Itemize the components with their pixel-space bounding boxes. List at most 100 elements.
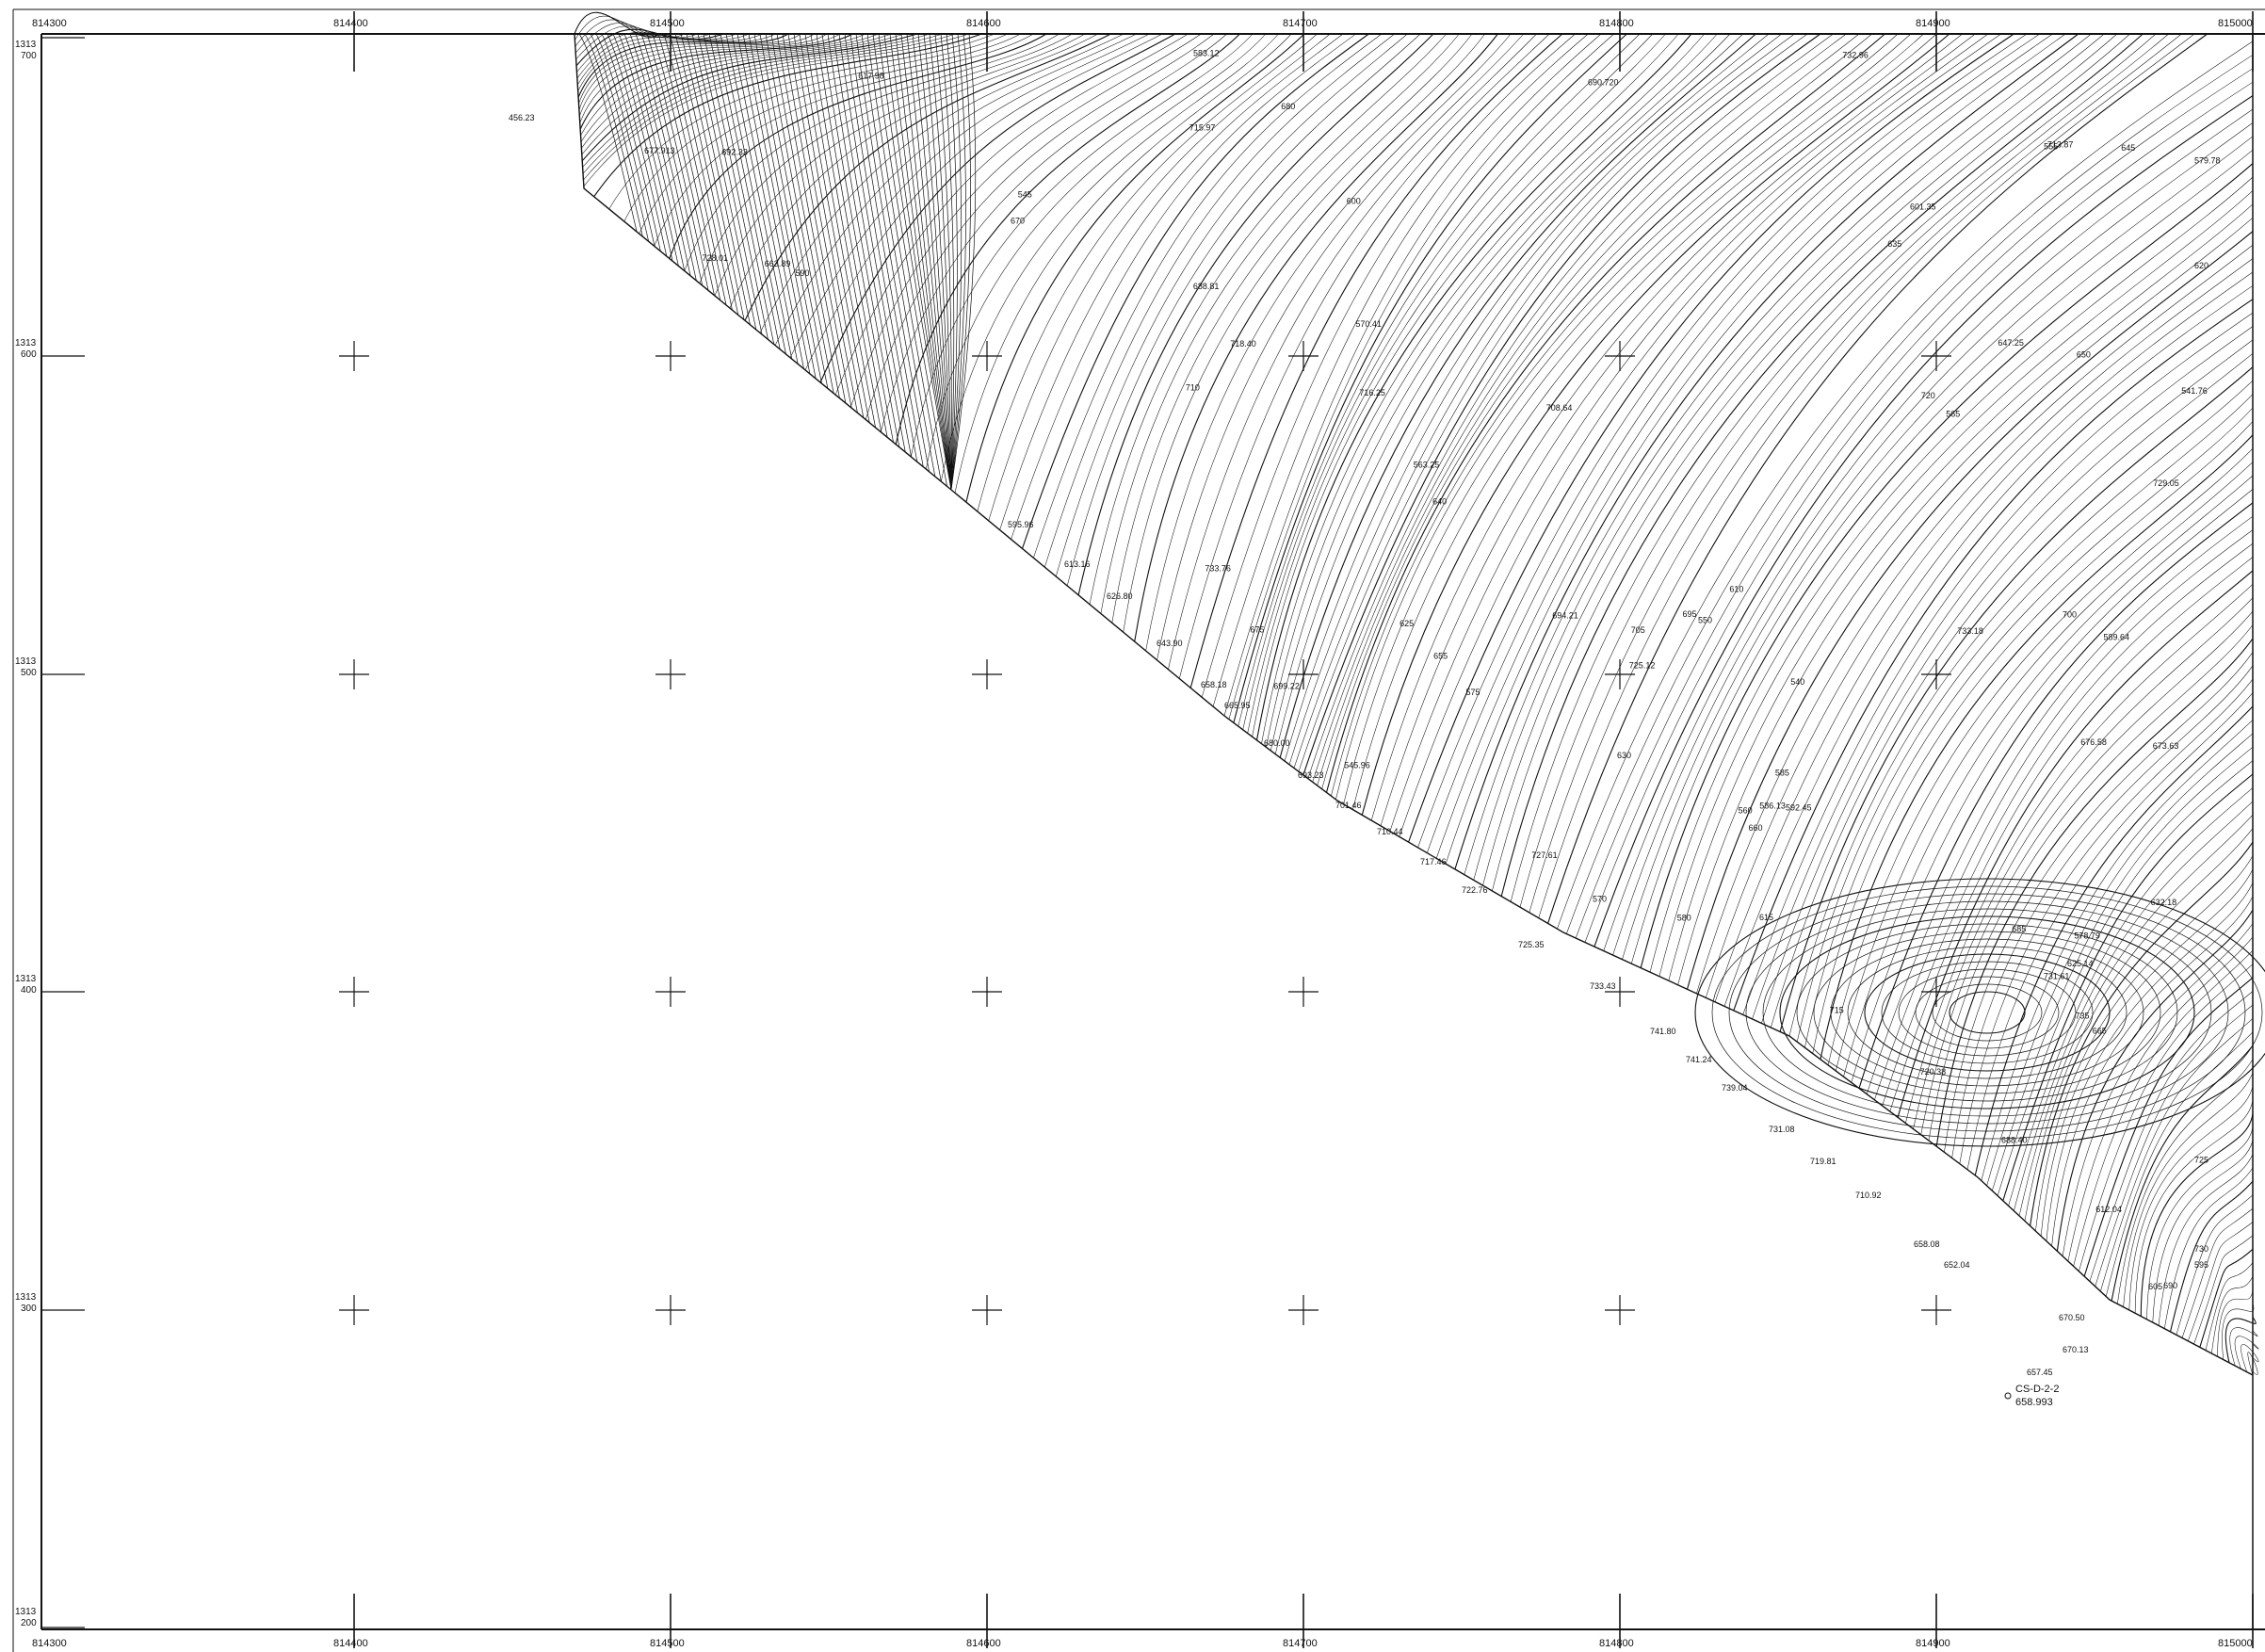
contour-line <box>1935 638 2254 1147</box>
northing-label-bottom: 200 <box>21 1618 37 1628</box>
spot-height-label: 658.18 <box>1201 680 1227 689</box>
contour-line <box>954 33 1292 494</box>
knoll-contour <box>1745 900 2229 1125</box>
contour-line <box>1473 33 2105 881</box>
contour-line <box>725 33 793 360</box>
contour-line <box>583 33 969 186</box>
contour-line <box>2205 1262 2254 1351</box>
contour-line <box>2225 1317 2257 1363</box>
top-easting-label: 814600 <box>966 18 1001 29</box>
contour-line <box>663 33 727 306</box>
station-id: CS-D-2-2 <box>2015 1384 2059 1395</box>
contour-line <box>669 33 733 311</box>
contour-line <box>1981 720 2254 1181</box>
contour-line <box>865 33 1215 420</box>
knoll-contour <box>1949 991 2026 1034</box>
spot-height-label: 580 <box>1677 913 1691 922</box>
contour-line <box>2111 1045 2254 1302</box>
northing-label-top: 1313 <box>15 1292 37 1303</box>
contour-line <box>804 33 876 429</box>
contour-line <box>736 33 804 369</box>
contour-line <box>748 33 817 380</box>
contour-line <box>1668 203 2254 981</box>
contour-line <box>774 33 1137 346</box>
contour-line <box>1179 33 1550 679</box>
contour-line <box>1343 33 1924 804</box>
northing-label-top: 1313 <box>15 40 37 50</box>
contour-line <box>1905 584 2254 1124</box>
contour-line <box>1858 502 2254 1089</box>
spot-height-label: 694.21 <box>1552 611 1578 621</box>
spot-height-label: 715.97 <box>1189 123 1216 133</box>
contour-line <box>731 33 799 364</box>
contour-line <box>789 33 1150 358</box>
contour-lines <box>574 11 2259 1376</box>
contour-line <box>608 33 995 210</box>
contour-line <box>753 33 822 384</box>
contour-line <box>1557 40 2254 930</box>
contour-line <box>816 33 888 438</box>
knoll-contour <box>1932 983 2043 1042</box>
spot-height-label: 617.98 <box>858 72 884 81</box>
contour-line <box>1974 705 2254 1176</box>
spot-height-label: 545 <box>1018 189 1032 199</box>
contour-line <box>580 33 866 136</box>
spot-height-label: 592.45 <box>1786 803 1812 813</box>
contour-line <box>917 33 952 491</box>
contour-line <box>1312 33 1847 783</box>
northing-label-bottom: 300 <box>21 1304 37 1314</box>
contour-line <box>2002 773 2254 1202</box>
top-easting-label: 814800 <box>1599 18 1634 29</box>
spot-height-label: 699.22 <box>1273 682 1300 691</box>
contour-line <box>950 33 966 491</box>
contour-line <box>799 33 870 423</box>
top-easting-labels: 814300 814400 814500 814600 814700 81480… <box>32 18 2253 29</box>
map-frame <box>12 8 2265 1652</box>
contour-line <box>895 33 1240 445</box>
spot-height-label: 585 <box>1775 768 1789 777</box>
contour-line <box>2067 936 2254 1262</box>
bottom-easting-label: 814700 <box>1283 1638 1318 1649</box>
spot-height-label: 658.08 <box>1914 1239 1940 1249</box>
contour-line <box>2014 801 2254 1211</box>
spot-height-label: 733.76 <box>1205 564 1231 574</box>
contour-line <box>669 33 1047 259</box>
contour-line <box>590 33 650 242</box>
spot-height-label: 731.08 <box>1769 1125 1795 1134</box>
knoll-contour <box>1847 946 2127 1079</box>
spot-height-label: 729.05 <box>2153 478 2179 488</box>
contour-line <box>629 33 691 276</box>
contour-line <box>2117 1059 2254 1304</box>
bottom-easting-label: 814800 <box>1599 1638 1634 1649</box>
contour-line <box>2199 1248 2254 1348</box>
contour-line <box>1454 33 2079 870</box>
spot-height-label: 560 <box>1739 805 1753 815</box>
contour-line <box>1201 33 1576 698</box>
spot-height-label: 595.96 <box>1008 520 1034 529</box>
contour-line <box>1066 33 1421 586</box>
contour-line <box>1331 33 1899 797</box>
contour-line <box>1696 244 2254 994</box>
contour-line <box>1399 33 2001 837</box>
contour-line <box>578 33 801 105</box>
northing-label-bottom: 700 <box>21 51 37 61</box>
spot-height-label: 578.79 <box>2074 931 2100 941</box>
spot-height-label: 695 <box>1683 609 1697 619</box>
spot-height-label: 583.12 <box>1193 49 1220 58</box>
contour-line <box>940 33 955 491</box>
contour-line <box>2123 1072 2254 1307</box>
spot-height-label: 670.13 <box>2063 1345 2089 1354</box>
contour-line <box>686 33 751 325</box>
contour-line <box>965 33 1305 503</box>
contour-line <box>1920 610 2254 1135</box>
spot-height-label: 688.40 <box>2001 1136 2028 1145</box>
contour-line <box>1445 33 2066 865</box>
spot-height-label: 733.18 <box>1957 626 1983 636</box>
contour-line <box>1966 692 2254 1170</box>
top-easting-label: 814300 <box>32 18 67 29</box>
contour-line <box>866 33 942 482</box>
spot-height-label: 718.40 <box>1230 339 1256 348</box>
spot-height-label: 589.64 <box>2104 633 2130 642</box>
spot-height-label: 590 <box>796 268 810 278</box>
contour-line <box>819 33 1176 383</box>
